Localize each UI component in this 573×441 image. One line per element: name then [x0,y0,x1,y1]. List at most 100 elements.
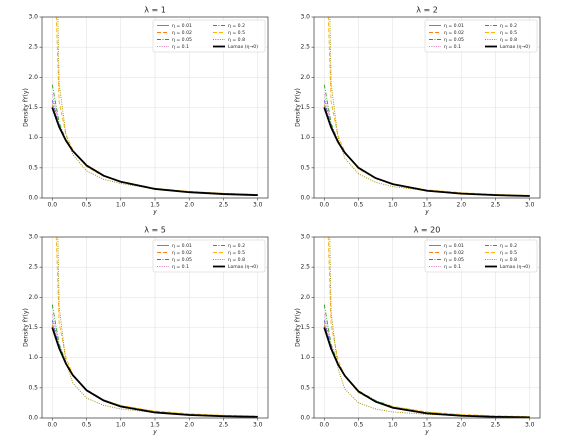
y-tick-label: 1.5 [300,324,310,331]
legend-box [424,19,538,53]
legend-box [424,239,538,273]
legend-label: η = 0.8 [500,257,517,263]
legend-label: η = 0.1 [172,44,189,50]
y-axis-label: Density fY(y) [23,308,30,347]
y-axis-label: Density fY(y) [295,88,302,127]
x-axis-label: y [424,209,429,216]
legend-label: η = 0.01 [444,243,464,249]
legend-label: η = 0.1 [172,264,189,270]
legend-label: η = 0.5 [228,250,245,256]
x-tick-label: 2.5 [219,422,229,429]
x-tick-label: 1.0 [388,202,398,209]
y-tick-label: 0.0 [28,195,38,202]
legend-label: η = 0.2 [500,23,517,29]
chart-title: λ = 1 [144,6,166,15]
legend-label: Lomax (η→0) [228,264,258,270]
y-tick-label: 2.0 [28,294,38,301]
x-tick-label: 3.0 [253,422,263,429]
y-tick-label: 1.5 [300,104,310,111]
legend-label: η = 0.01 [172,23,192,29]
x-tick-label: 0.5 [82,422,92,429]
legend-label: η = 0.02 [172,250,192,256]
x-tick-label: 2.5 [491,202,501,209]
y-tick-label: 0.0 [300,415,310,422]
legend-label: η = 0.8 [228,257,245,263]
y-tick-label: 0.5 [28,164,38,171]
legend-label: η = 0.01 [172,243,192,249]
curve [51,107,258,197]
legend-box [152,19,266,53]
x-tick-label: 1.5 [150,202,160,209]
y-tick-label: 0.5 [300,164,310,171]
y-axis-label: Density fY(y) [23,88,30,127]
y-tick-label: 1.0 [28,354,38,361]
y-tick-label: 1.5 [28,324,38,331]
curve [323,107,530,197]
y-tick-label: 2.0 [28,74,38,81]
legend-label: η = 0.1 [444,264,461,270]
x-tick-label: 1.5 [422,422,432,429]
y-tick-label: 0.5 [28,384,38,391]
x-tick-label: 1.0 [388,422,398,429]
x-tick-label: 1.5 [422,202,432,209]
x-tick-label: 2.5 [491,422,501,429]
chart-title: λ = 2 [416,6,438,15]
curve [57,17,258,195]
y-tick-label: 2.5 [28,264,38,271]
x-tick-label: 0.0 [47,202,57,209]
axes-frame [313,236,541,419]
y-tick-label: 0.0 [28,415,38,422]
legend-label: η = 0.2 [228,23,245,29]
y-tick-label: 2.5 [300,264,310,271]
panel: 0.0 0.5 1.0 1.5 2.0 2.5 3.0 0.0 0.5 1.0 1.5 2.0 2.5 3… [23,6,269,216]
axes-frame [313,16,541,199]
curve [57,237,258,417]
chart-title: λ = 5 [144,226,166,235]
x-tick-label: 1.0 [116,202,126,209]
y-tick-label: 2.5 [300,44,310,51]
x-tick-label: 3.0 [525,422,535,429]
y-axis-label: Density fY(y) [295,308,302,347]
y-tick-label: 1.5 [28,104,38,111]
axes-frame [41,236,269,419]
axes-frame [41,16,269,199]
panel: 0.0 0.5 1.0 1.5 2.0 2.5 3.0 0.0 0.5 1.0 1.5 2.0 2.5 3… [295,226,541,436]
x-tick-label: 2.5 [219,202,229,209]
legend-box [152,239,266,273]
x-tick-label: 0.0 [319,202,329,209]
y-tick-label: 3.0 [28,14,38,21]
x-tick-label: 0.0 [319,422,329,429]
x-tick-label: 3.0 [253,202,263,209]
y-tick-label: 2.5 [28,44,38,51]
x-tick-label: 0.5 [82,202,92,209]
x-tick-label: 0.5 [354,202,364,209]
legend-label: Lomax (η→0) [228,44,258,50]
x-tick-label: 3.0 [525,202,535,209]
legend-label: η = 0.5 [228,30,245,36]
curve [51,327,258,418]
legend-label: η = 0.8 [500,37,517,43]
legend-label: η = 0.02 [172,30,192,36]
legend-label: η = 0.05 [444,257,464,263]
y-tick-label: 2.0 [300,74,310,81]
x-tick-label: 2.0 [456,422,466,429]
legend-label: η = 0.5 [500,30,517,36]
x-tick-label: 1.0 [116,422,126,429]
x-tick-label: 2.0 [456,202,466,209]
x-axis-label: y [424,429,429,436]
y-tick-label: 3.0 [300,14,310,21]
chart-title: λ = 20 [414,226,441,235]
x-tick-label: 0.5 [354,422,364,429]
x-axis-label: y [152,429,157,436]
legend-label: Lomax (η→0) [500,264,530,270]
legend-label: Lomax (η→0) [500,44,530,50]
legend-label: η = 0.05 [172,257,192,263]
panel: 0.0 0.5 1.0 1.5 2.0 2.5 3.0 0.0 0.5 1.0 1.5 2.0 2.5 3… [23,226,269,436]
y-tick-label: 1.0 [28,134,38,141]
y-tick-label: 1.0 [300,354,310,361]
legend-label: η = 0.02 [444,250,464,256]
x-tick-label: 2.0 [184,202,194,209]
legend-label: η = 0.05 [172,37,192,43]
x-tick-label: 2.0 [184,422,194,429]
